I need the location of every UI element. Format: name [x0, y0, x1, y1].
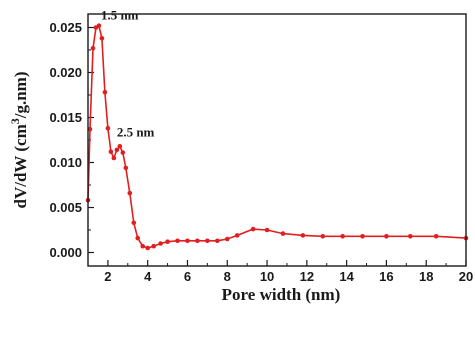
y-tick-label: 0.010	[49, 155, 82, 170]
x-tick-label: 10	[260, 269, 274, 284]
data-point	[320, 234, 326, 239]
data-point	[111, 155, 117, 161]
x-tick-label: 6	[184, 269, 191, 284]
data-point	[123, 165, 129, 171]
data-point	[117, 144, 123, 149]
data-point	[360, 234, 365, 239]
data-point	[87, 126, 93, 132]
data-point	[158, 241, 163, 246]
data-point	[165, 239, 170, 244]
y-tick-label: 0.005	[49, 200, 82, 215]
y-tick-label: 0.025	[49, 20, 82, 35]
data-point	[433, 234, 439, 239]
data-point	[215, 238, 220, 244]
x-tick-label: 16	[379, 269, 393, 284]
data-point	[105, 126, 111, 131]
plot-frame	[87, 13, 467, 267]
data-point	[108, 149, 114, 154]
data-point	[264, 227, 270, 233]
peak-annotation: 2.5 nm	[117, 124, 155, 139]
data-point	[135, 235, 141, 241]
data-point	[340, 234, 345, 239]
data-point	[280, 231, 286, 236]
data-point	[175, 238, 180, 244]
data-point	[151, 243, 156, 249]
data-point	[120, 150, 126, 155]
x-tick-label: 4	[144, 269, 152, 284]
data-point	[407, 234, 413, 239]
data-point	[224, 236, 230, 242]
data-point	[90, 45, 96, 51]
data-point	[102, 90, 108, 95]
data-point	[114, 147, 120, 153]
x-tick-label: 12	[300, 269, 314, 284]
data-point	[185, 238, 190, 244]
x-tick-label: 18	[419, 269, 433, 284]
series-line	[87, 24, 467, 249]
data-point	[384, 234, 389, 239]
x-tick-labels: 2 4 6 8 10 12 14 16 18 20	[104, 269, 473, 284]
y-tick-labels: 0.000 0.005 0.010 0.015 0.020 0.025	[49, 20, 82, 260]
data-point	[96, 23, 102, 29]
data-point	[145, 245, 150, 251]
data-point	[99, 36, 105, 41]
data-point	[140, 243, 146, 249]
y-axis-title-superscript: 3	[8, 118, 22, 124]
axis-ticks-layer	[87, 26, 467, 266]
x-tick-label: 2	[104, 269, 111, 284]
y-axis-title: dV/dW (cm3/g.nm)	[8, 72, 30, 209]
data-point	[250, 226, 256, 232]
x-tick-label: 8	[224, 269, 231, 284]
y-axis-title-main: dV/dW (cm	[11, 124, 30, 208]
peak-annotations: 1.5 nm 2.5 nm	[101, 8, 155, 140]
y-axis-title-end: /g.nm)	[11, 72, 30, 120]
data-point	[195, 238, 200, 244]
series-points	[85, 23, 469, 251]
data-point	[127, 190, 133, 196]
y-tick-label: 0.000	[49, 245, 82, 260]
y-tick-label: 0.015	[49, 110, 82, 125]
data-point	[131, 220, 137, 226]
data-point	[234, 233, 240, 238]
peak-annotation: 1.5 nm	[101, 8, 139, 23]
x-axis-title: Pore width (nm)	[222, 285, 341, 304]
x-tick-label: 20	[459, 269, 473, 284]
y-tick-label: 0.020	[49, 65, 82, 80]
x-tick-label: 14	[339, 269, 354, 284]
data-point	[300, 233, 306, 238]
data-point	[205, 238, 210, 244]
